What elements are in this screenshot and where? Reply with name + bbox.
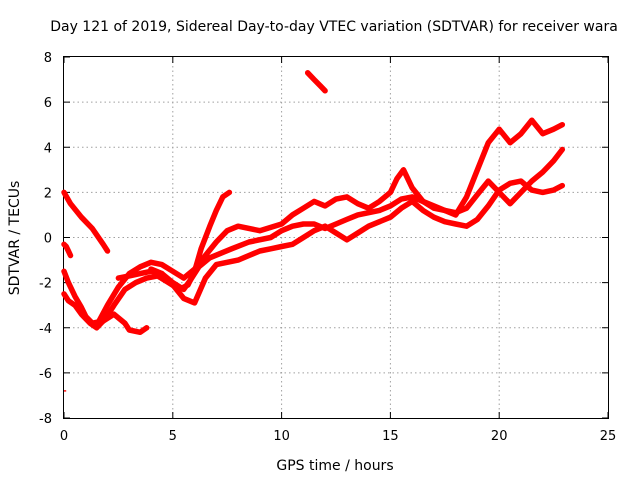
y-tick-labels: -8 -6 -4 -2 0 2 4 6 8: [39, 51, 52, 427]
data-series-6: [148, 178, 566, 306]
x-tick-label: 5: [169, 429, 177, 444]
x-tick-label: 20: [491, 429, 508, 444]
chart-title: Day 121 of 2019, Sidereal Day-to-day VTE…: [50, 19, 618, 35]
grid: [64, 57, 608, 418]
data-series-4: [93, 117, 566, 329]
plot-frame: [63, 56, 609, 419]
y-tick-label: -4: [39, 322, 52, 337]
y-tick-label: -6: [39, 367, 52, 382]
data-series-7: [304, 70, 328, 94]
y-tick-label: -8: [39, 412, 52, 427]
axis-ticks: [63, 56, 609, 419]
y-tick-label: 8: [44, 51, 52, 66]
x-tick-label: 25: [600, 429, 617, 444]
x-tick-label: 10: [273, 429, 290, 444]
data-series: [61, 70, 566, 392]
y-axis-label: SDTVAR / TECUs: [7, 181, 23, 296]
y-tick-label: 6: [44, 96, 52, 111]
y-tick-label: 2: [44, 186, 52, 201]
x-tick-labels: 0 5 10 15 20 25: [60, 429, 616, 444]
x-tick-label: 15: [382, 429, 399, 444]
data-series-1: [61, 189, 111, 254]
y-tick-label: 4: [44, 141, 52, 156]
y-tick-label: -2: [39, 277, 52, 292]
x-axis-label: GPS time / hours: [276, 458, 393, 474]
data-series-8: [61, 241, 74, 259]
data-series-5: [115, 146, 566, 293]
x-tick-label: 0: [60, 429, 68, 444]
y-tick-label: 0: [44, 232, 52, 247]
data-series-3: [61, 189, 233, 331]
